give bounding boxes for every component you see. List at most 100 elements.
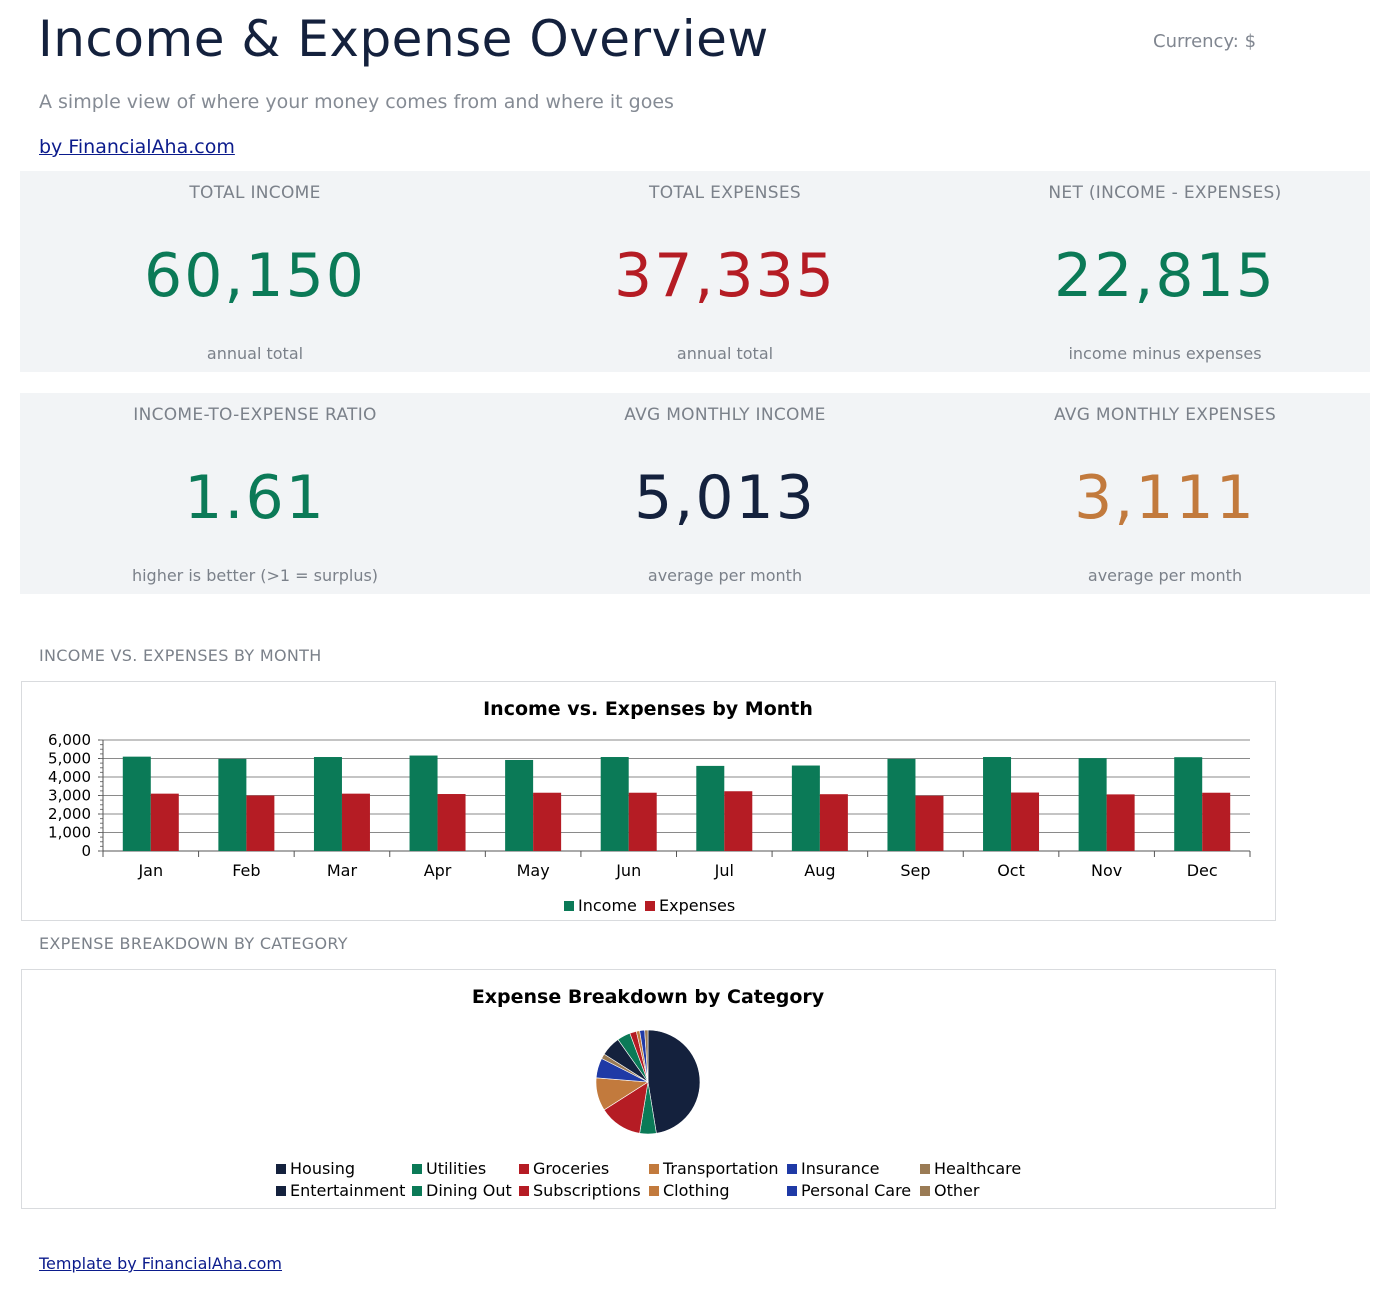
pie-slice-other: [644, 1029, 649, 1083]
x-tick-label: Dec: [1187, 861, 1218, 880]
legend-swatch-expenses: [645, 901, 655, 911]
bar-expenses: [724, 791, 753, 851]
brand-link[interactable]: by FinancialAha.com: [39, 136, 235, 158]
monthly-chart-panel: Income vs. Expenses by Month 0 1,000 2,000 3…: [21, 681, 1276, 921]
kpi-note: average per month: [1087, 566, 1243, 585]
kpi-total-expenses: TOTAL EXPENSES 37,335 annual total: [490, 171, 960, 372]
bar-expenses: [1106, 794, 1135, 851]
kpi-ratio: INCOME-TO-EXPENSE RATIO 1.61 higher is b…: [20, 393, 490, 594]
legend-swatch-housing: [276, 1164, 286, 1174]
legend-label-dining-out: Dining Out: [426, 1181, 512, 1200]
legend-label-housing: Housing: [290, 1159, 355, 1178]
bar-income: [409, 755, 438, 851]
currency-label: Currency: $: [1153, 31, 1257, 52]
legend-swatch-entertainment: [276, 1186, 286, 1196]
legend-label-personal-care: Personal Care: [801, 1181, 911, 1200]
pie-slice-housing: [647, 1029, 701, 1134]
kpi-value: 22,815: [1054, 241, 1276, 311]
legend-label-other: Other: [934, 1181, 980, 1200]
legend-swatch-clothing: [649, 1186, 659, 1196]
kpi-note: annual total: [676, 344, 774, 363]
footer-template-link[interactable]: Template by FinancialAha.com: [39, 1254, 283, 1273]
x-tick-label: Nov: [1091, 861, 1122, 880]
legend-swatch-income: [564, 901, 574, 911]
legend-label-healthcare: Healthcare: [934, 1159, 1021, 1178]
y-tick-label: 3,000: [48, 787, 91, 805]
legend-label-clothing: Clothing: [663, 1181, 730, 1200]
x-tick-label: Sep: [900, 861, 930, 880]
x-tick-label: Jan: [137, 861, 163, 880]
section-label-category: EXPENSE BREAKDOWN BY CATEGORY: [39, 934, 348, 953]
page-subtitle: A simple view of where your money comes …: [39, 91, 674, 113]
kpi-value: 5,013: [634, 463, 816, 533]
legend-label-insurance: Insurance: [801, 1159, 880, 1178]
x-tick-label: Apr: [424, 861, 452, 880]
kpi-row-2: INCOME-TO-EXPENSE RATIO 1.61 higher is b…: [20, 393, 1370, 594]
kpi-value: 3,111: [1074, 463, 1256, 533]
legend-label-groceries: Groceries: [533, 1159, 609, 1178]
x-tick-label: Mar: [327, 861, 358, 880]
kpi-label: INCOME-TO-EXPENSE RATIO: [133, 405, 377, 425]
category-chart-panel: Expense Breakdown by Category Housing Util…: [21, 969, 1276, 1209]
bar-income: [505, 759, 534, 851]
page-title: Income & Expense Overview: [38, 10, 769, 68]
kpi-value: 1.61: [184, 463, 326, 533]
kpi-avg-income: AVG MONTHLY INCOME 5,013 average per mon…: [490, 393, 960, 594]
y-tick-label: 0: [81, 842, 91, 860]
section-label-monthly: INCOME VS. EXPENSES BY MONTH: [39, 646, 322, 665]
legend-label-utilities: Utilities: [426, 1159, 486, 1178]
kpi-avg-expenses: AVG MONTHLY EXPENSES 3,111 average per m…: [930, 393, 1390, 594]
legend-swatch-personal-care: [787, 1186, 797, 1196]
legend-swatch-dining-out: [412, 1186, 422, 1196]
legend-label-subscriptions: Subscriptions: [533, 1181, 641, 1200]
bar-income: [696, 765, 725, 851]
legend-label-transportation: Transportation: [662, 1159, 779, 1178]
kpi-net: NET (INCOME - EXPENSES) 22,815 income mi…: [930, 171, 1390, 372]
bar-income: [791, 765, 820, 851]
legend-swatch-healthcare: [920, 1164, 930, 1174]
kpi-value: 60,150: [144, 241, 366, 311]
bar-income: [122, 756, 151, 851]
bar-expenses: [437, 794, 466, 851]
kpi-value: 37,335: [614, 241, 836, 311]
legend-label-entertainment: Entertainment: [290, 1181, 405, 1200]
y-tick-label: 2,000: [48, 805, 91, 823]
kpi-note: income minus expenses: [1068, 344, 1262, 363]
chart-title: Expense Breakdown by Category: [472, 986, 825, 1008]
bar-expenses: [1202, 792, 1231, 851]
y-tick-label: 4,000: [48, 768, 91, 786]
bar-income: [1174, 757, 1203, 851]
x-tick-label: Feb: [232, 861, 260, 880]
kpi-label: TOTAL INCOME: [189, 183, 321, 203]
kpi-label: NET (INCOME - EXPENSES): [1048, 183, 1282, 203]
chart-title: Income vs. Expenses by Month: [483, 698, 813, 720]
x-tick-label: Jul: [714, 861, 734, 880]
legend-swatch-groceries: [519, 1164, 529, 1174]
bar-expenses: [341, 793, 370, 851]
bar-income: [1078, 758, 1107, 851]
category-pie-chart: Expense Breakdown by Category Housing Util…: [276, 986, 1021, 1200]
x-tick-label: Oct: [997, 861, 1025, 880]
bar-expenses: [819, 794, 848, 851]
kpi-row-1: TOTAL INCOME 60,150 annual total TOTAL E…: [20, 171, 1370, 372]
bar-income: [600, 757, 629, 851]
legend-label-income: Income: [578, 896, 637, 915]
kpi-note: average per month: [647, 566, 803, 585]
bar-expenses: [628, 792, 657, 851]
legend-swatch-utilities: [412, 1164, 422, 1174]
bar-income: [983, 757, 1012, 851]
bar-income: [887, 758, 916, 851]
legend-swatch-other: [920, 1186, 930, 1196]
bar-expenses: [533, 792, 562, 851]
monthly-bar-chart: Income vs. Expenses by Month 01,0002,0003…: [48, 698, 1251, 915]
bar-income: [313, 757, 342, 851]
y-tick-label: 6,000: [48, 731, 91, 749]
legend-swatch-insurance: [787, 1164, 797, 1174]
legend-swatch-subscriptions: [519, 1186, 529, 1196]
kpi-note: higher is better (>1 = surplus): [131, 566, 379, 585]
bar-expenses: [150, 793, 179, 851]
kpi-note: annual total: [206, 344, 304, 363]
kpi-label: TOTAL EXPENSES: [649, 183, 801, 203]
bar-expenses: [1011, 792, 1040, 851]
bar-expenses: [246, 795, 275, 851]
